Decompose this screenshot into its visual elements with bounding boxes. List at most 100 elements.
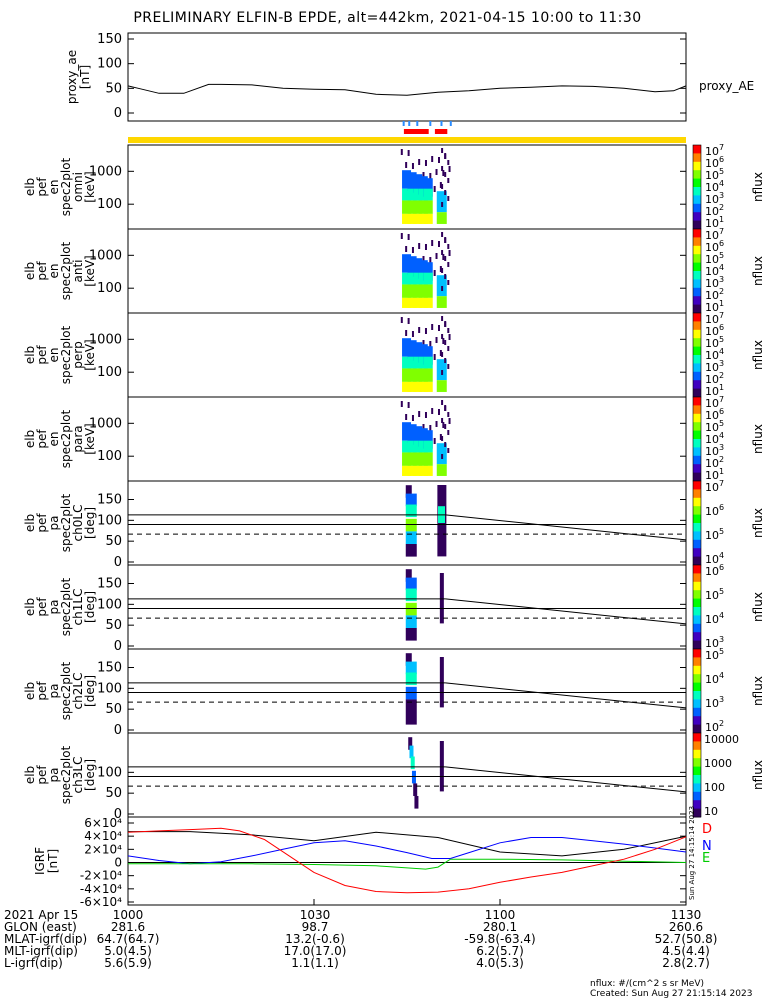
colorbar-segment bbox=[693, 607, 701, 616]
colorbar-segment bbox=[693, 203, 701, 213]
spectrogram-pixel bbox=[438, 241, 440, 247]
footer-value: 52.7(50.8) bbox=[654, 932, 718, 946]
y-axis-label: [deg] bbox=[83, 507, 97, 539]
colorbar-segment bbox=[693, 346, 701, 356]
spectrogram-pixel bbox=[438, 157, 440, 163]
footer-value: 17.0(17.0) bbox=[283, 944, 347, 958]
y-axis-label: perp bbox=[71, 341, 85, 369]
spectrogram-pixel bbox=[418, 176, 428, 195]
colorbar-segment bbox=[693, 808, 701, 818]
footer-value: -59.8(-63.4) bbox=[464, 932, 536, 946]
colorbar-tick-label: 4 bbox=[719, 263, 724, 272]
y-axis-label: elb bbox=[23, 430, 37, 448]
spectrogram-pixel bbox=[402, 368, 412, 382]
spectrogram-pixel bbox=[423, 430, 433, 449]
colorbar-tick-label: 10 bbox=[705, 385, 719, 398]
spectrogram-pixel bbox=[402, 170, 412, 189]
colorbar-tick-label: 10 bbox=[705, 481, 719, 494]
spectrogram-data-1 bbox=[400, 148, 451, 224]
y-axis-label: elb bbox=[23, 514, 37, 532]
spectrogram-pixel bbox=[435, 253, 438, 259]
colorbar-segment bbox=[693, 682, 701, 692]
colorbar-segment bbox=[693, 539, 701, 549]
y-axis-label: elb bbox=[23, 682, 37, 700]
y-axis-label: spec2plot bbox=[59, 661, 73, 720]
spectrogram-pixel bbox=[441, 454, 444, 459]
spectrogram-pixel bbox=[402, 381, 412, 392]
footer-value: 1.1(1.1) bbox=[291, 956, 339, 970]
spectrogram-pixel bbox=[418, 188, 428, 201]
colorbar-segment bbox=[693, 321, 701, 331]
spectrogram-pixel bbox=[418, 284, 428, 298]
colorbar-segment bbox=[693, 665, 701, 675]
loss-cone-line bbox=[445, 598, 687, 625]
pa-pixel bbox=[405, 531, 417, 544]
science-zone-marker bbox=[403, 129, 429, 134]
footer-value: 4.5(4.4) bbox=[662, 944, 710, 958]
spectrogram-pixel bbox=[441, 250, 444, 255]
colorbar-tick-label: 10 bbox=[705, 589, 719, 602]
spectrogram-pixel bbox=[423, 465, 433, 476]
spectrogram-pixel bbox=[423, 213, 433, 224]
pa-pixel bbox=[410, 756, 415, 770]
footer-value: 5.6(5.9) bbox=[104, 956, 152, 970]
spectrogram-pixel bbox=[423, 440, 433, 453]
footer-value: 64.7(64.7) bbox=[96, 932, 160, 946]
colorbar-tick-label: 10 bbox=[705, 325, 719, 338]
colorbar-tick-label: 4 bbox=[719, 671, 724, 680]
y-axis-label: [deg] bbox=[83, 591, 97, 623]
spectrogram-pixel bbox=[402, 297, 412, 308]
spectrogram-pixel bbox=[448, 250, 451, 256]
spectrogram-pixel bbox=[439, 434, 442, 440]
colorbar-segment bbox=[693, 707, 701, 717]
colorbar-tick-label: 6 bbox=[719, 239, 724, 248]
spectrogram-data-4 bbox=[400, 400, 451, 476]
spectrogram-pixel bbox=[413, 213, 423, 224]
spectrogram-pixel bbox=[400, 317, 403, 323]
spectrogram-pixel bbox=[402, 284, 412, 298]
spectrogram-pixel bbox=[429, 257, 432, 263]
y-axis-label: spec2plot bbox=[59, 745, 73, 804]
spectrogram-pixel bbox=[436, 464, 447, 476]
spectrogram-pixel bbox=[439, 182, 442, 188]
y-tick-label: 0 bbox=[114, 723, 122, 738]
colorbar-tick-label: 3 bbox=[719, 695, 724, 704]
colorbar-segment bbox=[693, 581, 701, 591]
pa-pixel bbox=[413, 783, 418, 796]
spectrogram-pixel bbox=[423, 200, 433, 214]
y-axis-label: ch2LC bbox=[71, 673, 85, 710]
colorbar-segment bbox=[693, 355, 701, 364]
spectrogram-data-8 bbox=[408, 737, 444, 809]
pa-pixel bbox=[405, 653, 412, 666]
colorbar-tick-label: 1 bbox=[719, 299, 724, 308]
colorbar-label: nflux bbox=[751, 340, 765, 370]
spectrogram-pixel bbox=[402, 254, 412, 273]
spectrogram-pixel bbox=[442, 338, 445, 344]
colorbar-tick-label: 10 bbox=[705, 505, 719, 518]
colorbar-tick-label: 4 bbox=[719, 179, 724, 188]
spectrogram-pixel bbox=[418, 260, 428, 279]
colorbar-tick-label: 10 bbox=[705, 241, 719, 254]
y-axis-label: IGRF bbox=[33, 847, 47, 875]
y-axis-label: spec2plot bbox=[59, 157, 73, 216]
y-tick-label: 6×10⁴ bbox=[84, 816, 122, 830]
colorbar-segment bbox=[693, 716, 701, 726]
y-tick-label: 1000 bbox=[89, 164, 122, 179]
colorbar-tick-label: 10 bbox=[705, 529, 719, 542]
y-tick-label: -2×10⁴ bbox=[80, 869, 122, 883]
spectrogram-pixel bbox=[429, 173, 432, 179]
y-tick-label: -4×10⁴ bbox=[80, 882, 122, 896]
spectrogram-pixel bbox=[447, 280, 450, 285]
colorbar-tick-label: 10 bbox=[705, 649, 719, 662]
y-tick-label: 100 bbox=[97, 681, 122, 696]
spectrogram-pixel bbox=[447, 364, 450, 369]
colorbar-segment bbox=[693, 691, 701, 700]
colorbar-tick-label: 10 bbox=[705, 157, 719, 170]
y-tick-label: 150 bbox=[97, 32, 122, 47]
spectrogram-pixel bbox=[423, 178, 433, 197]
pa-pixel bbox=[405, 485, 412, 498]
y-axis-label: spec2plot bbox=[59, 241, 73, 300]
spectrogram-pixel bbox=[413, 188, 423, 201]
colorbar-tick-label: 10 bbox=[705, 433, 719, 446]
spectrogram-pixel bbox=[405, 162, 408, 168]
